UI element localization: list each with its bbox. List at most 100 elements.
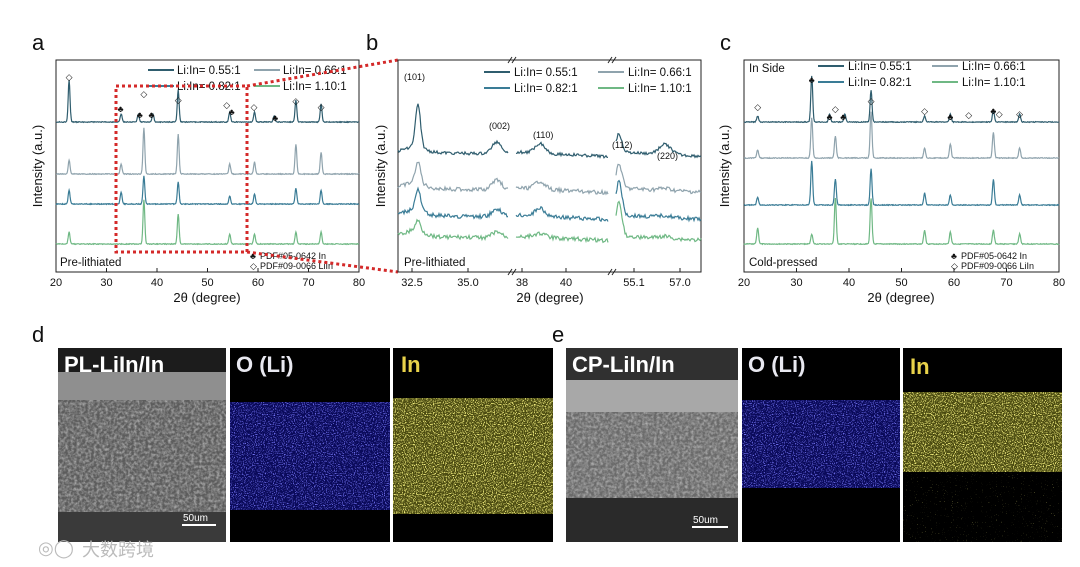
panel-c-xtick-label: 70: [1000, 277, 1012, 289]
watermark: 大数跨境: [82, 540, 154, 560]
panel-c-xtick-label: 30: [790, 277, 802, 289]
panel-a-xlabel: 2θ (degree): [173, 290, 240, 305]
panel-c-series-s110: [743, 197, 1060, 246]
panel-a-diamond-marker: ◇: [318, 102, 325, 112]
panel-c-club-marker: ♣: [809, 75, 815, 85]
panel-c-ref2-icon: ◇: [951, 261, 958, 271]
panel-e-letter: e: [552, 322, 564, 347]
panel-a-xtick-label: 30: [100, 277, 112, 289]
panel-a-xticks: 20 30 40 50 60 70 80: [50, 268, 365, 289]
panel-a-ref2: PDF#09-0066 LiIn: [260, 261, 333, 271]
panel-d-scale: 50um: [183, 513, 208, 524]
panel-a-club-marker: ♣: [118, 104, 124, 114]
panel-d-in-map: In: [393, 348, 553, 542]
panel-e-label-sem: CP-LiIn/In: [572, 352, 675, 377]
panel-c-xtick-label: 20: [738, 277, 750, 289]
panel-c-xlabel: 2θ (degree): [867, 290, 934, 305]
panel-c-series-s082: [743, 160, 1060, 207]
panel-c-diamond-marker: ◇: [921, 106, 928, 116]
panel-d-label-in: In: [401, 352, 421, 377]
panel-b-series-s082: [515, 205, 609, 223]
panel-c-note: Cold-pressed: [749, 257, 817, 269]
peak-label-101: (101): [404, 72, 425, 82]
panel-c-diamond-marker: ◇: [996, 109, 1003, 119]
c-legend-082: Li:In= 0.82:1: [848, 77, 912, 89]
panel-a-ref1-icon: ♣: [250, 251, 256, 261]
panel-b-frame: [397, 59, 702, 273]
panel-a-xtick-label: 40: [151, 277, 163, 289]
panel-c: c Intensity (a.u.) 2θ (degree) 20 30 40 50 6…: [717, 30, 1065, 305]
legend-110: Li:In= 1.10:1: [283, 81, 347, 93]
panel-c-diamond-marker: ◇: [965, 110, 972, 120]
panel-c-series-s055: [743, 75, 1060, 124]
panel-b-series-s066: [615, 163, 702, 195]
panel-c-xtick-label: 40: [843, 277, 855, 289]
watermark-icon: ◎◯: [38, 538, 74, 559]
panel-a-letter: a: [32, 30, 45, 55]
panel-b-series-s110: [515, 231, 609, 244]
b-legend-055: Li:In= 0.55:1: [514, 67, 578, 79]
c-legend-055: Li:In= 0.55:1: [848, 61, 912, 73]
legend-066: Li:In= 0.66:1: [283, 65, 347, 77]
panel-b: b Intensity (a.u.) 2θ (degree) 32.5 35.0 3…: [366, 30, 702, 305]
panel-d-label-sem: PL-LiIn/In: [64, 352, 164, 377]
peak-label-110: (110): [533, 130, 553, 140]
panel-a-diamond-marker: ◇: [140, 89, 147, 99]
b-legend-082: Li:In= 0.82:1: [514, 83, 578, 95]
panel-b-series-s082: [397, 186, 509, 220]
panel-c-xtick-label: 60: [948, 277, 960, 289]
panel-a-series-s110: [55, 199, 360, 246]
b-legend-066: Li:In= 0.66:1: [628, 67, 692, 79]
c-legend-110: Li:In= 1.10:1: [962, 77, 1026, 89]
panel-b-xtick-label: 55.1: [623, 277, 644, 289]
panel-a-note: Pre-lithiated: [60, 257, 121, 269]
panel-c-letter: c: [720, 30, 731, 55]
panel-b-legend: Li:In= 0.55:1 Li:In= 0.66:1 Li:In= 0.82:…: [484, 67, 692, 95]
panel-c-club-marker: ♣: [947, 112, 953, 122]
zoom-connector-top: [246, 58, 399, 88]
panel-a-club-marker: ♣: [229, 107, 235, 117]
panel-b-series-s066: [397, 161, 509, 193]
legend-055: Li:In= 0.55:1: [177, 65, 241, 77]
panel-d: d 50um PL-LiIn/In O (Li) In: [32, 322, 553, 542]
panel-a-diamond-marker: ◇: [175, 95, 182, 105]
panel-a-diamond-marker: ◇: [250, 102, 257, 112]
panel-b-series-s055: [615, 132, 702, 159]
panel-c-club-marker: ♣: [827, 112, 833, 122]
panel-a-club-marker: ♣: [137, 110, 143, 120]
panel-a-diamond-marker: ◇: [66, 72, 73, 82]
panel-a-series-s082: [55, 175, 360, 206]
panel-b-note: Pre-lithiated: [404, 257, 465, 269]
panel-c-series: ◇♣♣◇♣◇◇♣ ◇ ♣ ◇ ◇: [743, 75, 1060, 246]
panel-a-xtick-label: 80: [353, 277, 365, 289]
panel-b-series-s066: [515, 180, 609, 196]
panel-e-sem-image: 50um CP-LiIn/In: [566, 348, 738, 542]
panel-a-xtick-label: 60: [252, 277, 264, 289]
panel-e: e 50um CP-LiIn/In O (Li) In: [552, 322, 1062, 542]
panel-b-axis-breaks: [507, 56, 617, 276]
panel-d-o-map: O (Li): [230, 348, 390, 542]
panel-b-letter: b: [366, 30, 378, 55]
panel-b-xtick-label: 32.5: [401, 277, 422, 289]
panel-a-xtick-label: 70: [302, 277, 314, 289]
panel-c-note-top: In Side: [749, 63, 785, 75]
panel-c-diamond-marker: ◇: [832, 104, 839, 114]
panel-b-xtick-label: 40: [560, 277, 572, 289]
panel-c-series-s066: [743, 111, 1060, 160]
panel-a-diamond-marker: ◇: [223, 100, 230, 110]
panel-a-series-s055: [56, 79, 360, 124]
panel-a-ref1: PDF#05-0642 In: [260, 251, 326, 261]
panel-e-scale: 50um: [693, 515, 718, 526]
peak-label-002: (002): [489, 121, 510, 131]
panel-d-letter: d: [32, 322, 44, 347]
panel-e-o-map: O (Li): [742, 348, 900, 542]
panel-a-series-s066: [55, 127, 360, 176]
panel-c-legend: Li:In= 0.55:1 Li:In= 0.66:1 Li:In= 0.82:…: [818, 61, 1026, 89]
panel-a-club-marker: ♣: [272, 113, 278, 123]
panel-a-ref2-icon: ◇: [250, 261, 257, 271]
peak-label-220: (220): [657, 151, 678, 161]
panel-b-series-s110: [615, 200, 702, 243]
panel-b-xtick-label: 35.0: [457, 277, 478, 289]
